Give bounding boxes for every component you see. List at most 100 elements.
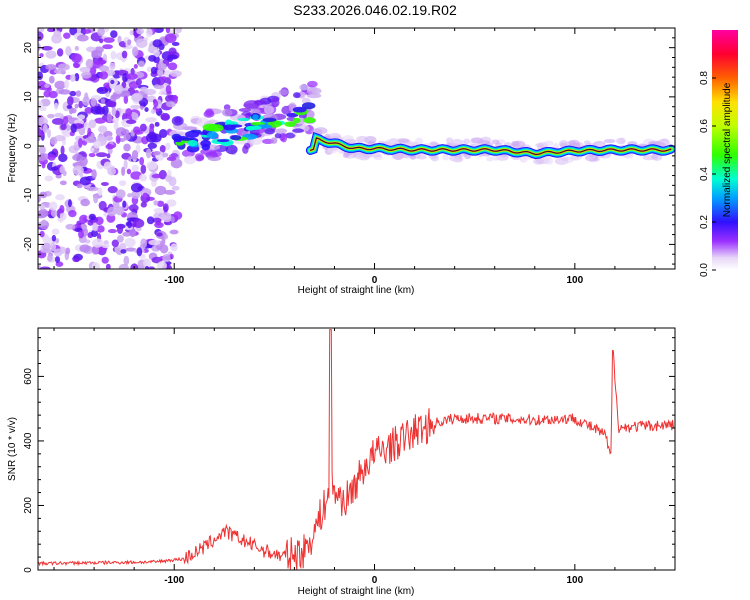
spectral-blob xyxy=(147,266,156,269)
spectral-blob xyxy=(39,230,45,238)
spectral-blob xyxy=(187,139,198,147)
spectral-blob xyxy=(263,105,274,115)
spectral-blob xyxy=(223,104,231,111)
spectral-blob xyxy=(45,64,57,71)
spectral-blob xyxy=(107,167,117,176)
spectral-blob xyxy=(42,123,48,134)
spectral-blob xyxy=(105,135,114,142)
spectral-blob xyxy=(156,232,163,237)
spectral-blob xyxy=(74,103,79,109)
spectral-blob xyxy=(463,138,471,145)
spectral-blob xyxy=(96,225,105,233)
spectral-blob xyxy=(48,201,58,211)
colorbar-tick-label: 0.2 xyxy=(699,215,710,229)
spectral-blob xyxy=(68,210,77,218)
colorbar-tick-label: 0.6 xyxy=(699,119,710,133)
page-title: S233.2026.046.02.19.R02 xyxy=(293,2,457,18)
spectral-blob xyxy=(111,93,121,100)
spectral-blob xyxy=(88,119,97,129)
spectral-blob xyxy=(74,257,80,263)
spectral-blob xyxy=(142,192,149,199)
spectral-blob xyxy=(44,175,54,182)
spectral-blob xyxy=(124,237,136,248)
spectral-blob xyxy=(208,124,224,132)
y-tick-label: 20 xyxy=(23,42,34,54)
spectral-blob xyxy=(78,230,84,239)
spectral-blob xyxy=(65,247,71,255)
spectral-blob xyxy=(86,186,99,192)
spectral-blob xyxy=(41,242,52,251)
spectral-blob xyxy=(446,142,457,147)
spectral-blob xyxy=(89,66,97,76)
spectral-blob xyxy=(79,156,88,167)
spectral-blob xyxy=(100,98,106,105)
spectral-blob xyxy=(585,154,599,162)
spectral-blob xyxy=(57,63,70,71)
spectral-blob xyxy=(238,107,252,113)
spectral-blob xyxy=(69,28,78,36)
spectral-blob xyxy=(492,155,499,161)
spectral-blob xyxy=(60,145,65,156)
spectral-blob xyxy=(486,156,494,162)
spectral-blob xyxy=(129,227,136,238)
spectral-blob xyxy=(39,266,51,269)
spectral-blob xyxy=(442,153,449,161)
spectral-blob xyxy=(153,28,164,34)
spectral-blob xyxy=(77,34,89,42)
spectral-blob xyxy=(185,130,200,138)
spectral-blob xyxy=(200,139,212,148)
spectral-blob xyxy=(105,100,116,107)
spectral-blob xyxy=(46,113,55,119)
spectral-blob xyxy=(38,203,46,210)
spectral-blob xyxy=(239,120,247,126)
spectral-blob xyxy=(140,201,147,208)
spectral-blob xyxy=(125,108,133,117)
spectral-blob xyxy=(75,90,82,97)
spectral-blob xyxy=(197,131,210,135)
spectrogram-y-ticks: -20 -10 0 10 20 xyxy=(23,27,675,265)
spectral-blob xyxy=(271,97,280,108)
spectral-blob xyxy=(110,50,117,60)
spectral-blob xyxy=(92,223,99,232)
spectrogram-frame xyxy=(37,27,676,270)
spectral-blob xyxy=(147,142,158,149)
x-tick-label: -100 xyxy=(164,575,184,586)
spectral-blob xyxy=(130,182,143,193)
spectral-blob xyxy=(136,28,145,35)
spectral-blob xyxy=(123,255,130,266)
spectral-blob xyxy=(52,118,64,125)
y-tick-label: -10 xyxy=(23,188,34,203)
spectral-blob xyxy=(64,79,70,89)
spectral-blob xyxy=(154,221,164,229)
y-tick-label: 10 xyxy=(23,91,34,103)
spectral-blob xyxy=(98,125,108,133)
spectral-blob xyxy=(74,45,79,51)
spectral-blob xyxy=(172,135,184,143)
spectral-blob xyxy=(44,83,50,88)
spectral-blob xyxy=(107,186,118,194)
spectral-blob xyxy=(293,92,301,99)
spectral-blob xyxy=(122,200,127,208)
spectral-blob xyxy=(157,62,165,72)
spectral-blob xyxy=(274,133,282,139)
spectral-blob xyxy=(58,153,68,163)
spectral-blob xyxy=(41,45,53,51)
spectral-blob xyxy=(445,137,454,144)
spectral-blob xyxy=(55,194,65,201)
spectral-blob xyxy=(130,104,142,110)
spectral-blob xyxy=(38,100,44,109)
spectral-blob xyxy=(95,152,108,158)
spectral-blob xyxy=(110,79,115,85)
spectral-blob xyxy=(139,86,148,92)
spectral-blob xyxy=(292,106,307,113)
spectral-blob xyxy=(167,62,178,71)
spectral-blob xyxy=(50,242,57,252)
spectrogram-x-ticks: -100 0 100 xyxy=(53,28,656,286)
spectral-blob xyxy=(53,69,65,74)
spectral-blob xyxy=(150,109,157,114)
spectral-blob xyxy=(140,238,148,249)
spectral-blob xyxy=(59,205,65,214)
spectral-blob xyxy=(91,169,97,179)
spectral-blob xyxy=(307,80,318,88)
spectral-blob xyxy=(51,234,57,242)
